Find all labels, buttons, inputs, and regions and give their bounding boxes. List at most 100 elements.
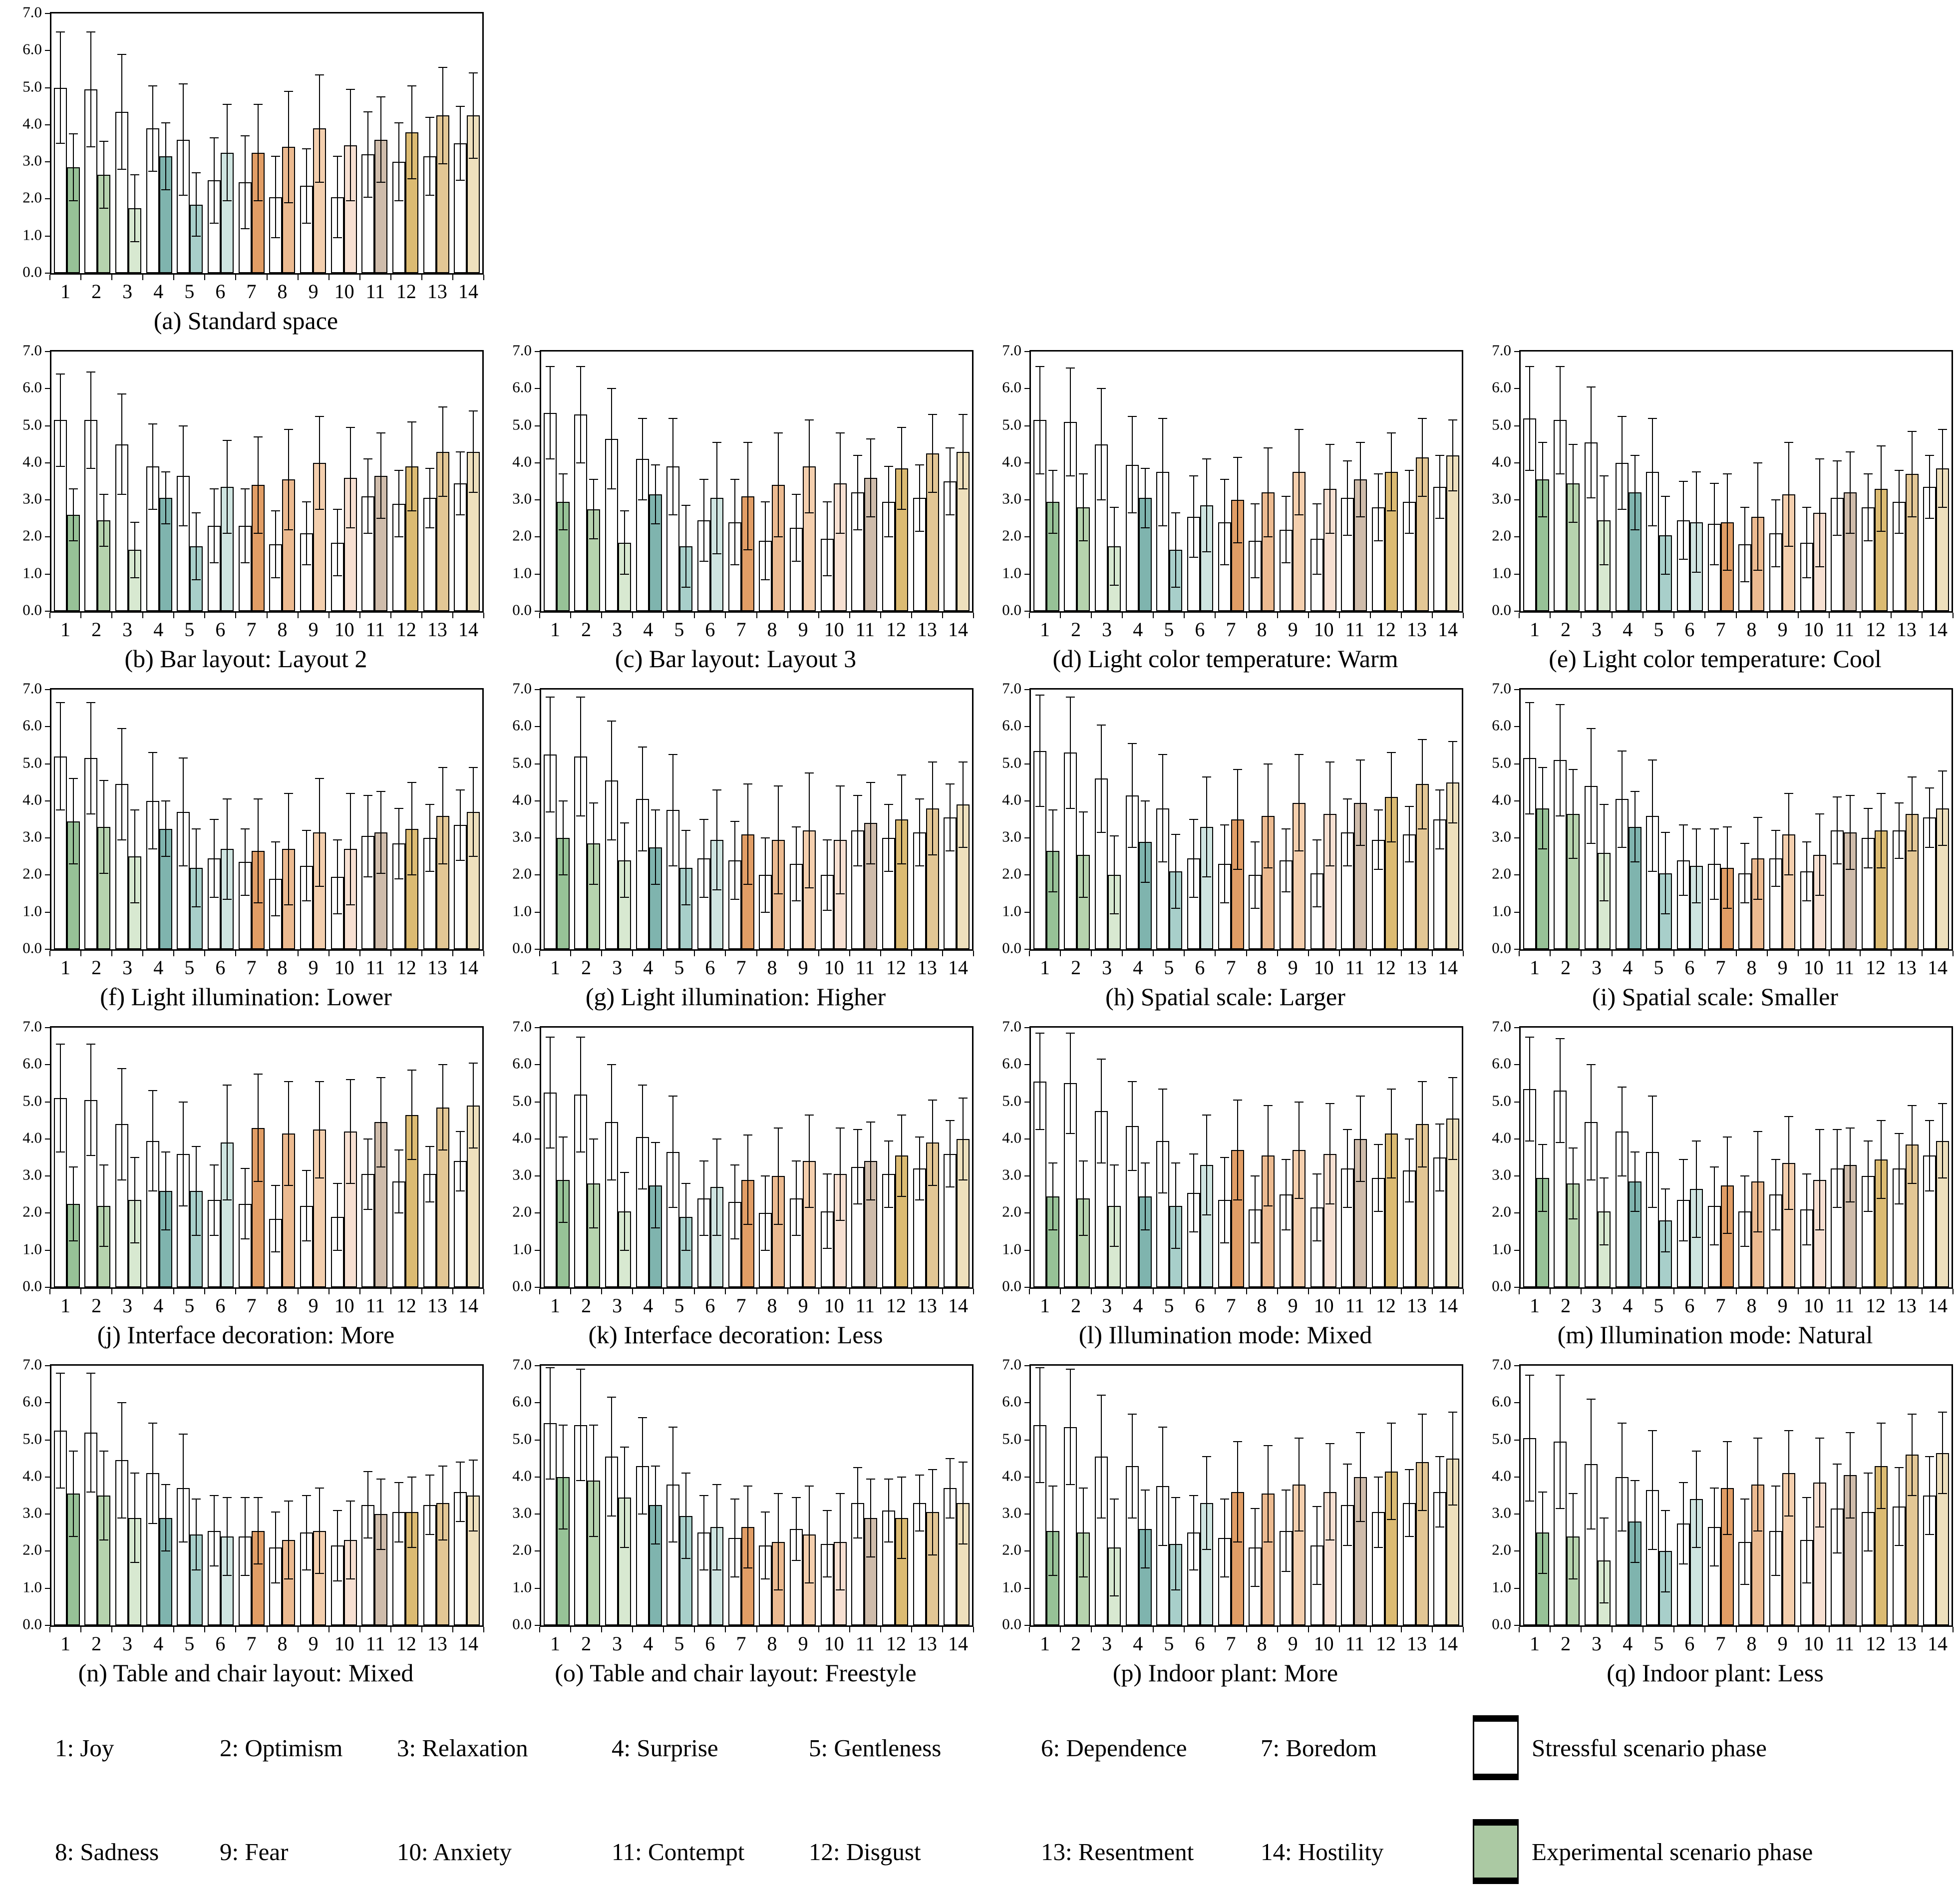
bar-group-14 [451, 1028, 482, 1287]
error-bar [349, 89, 351, 201]
y-axis-tick [45, 1587, 50, 1589]
y-axis-tick [535, 763, 540, 764]
x-axis-tick [1642, 1289, 1644, 1294]
x-axis-label: 3 [1102, 1294, 1112, 1317]
error-cap-bottom [1538, 1210, 1547, 1212]
error-cap-bottom [1784, 1515, 1793, 1517]
x-axis-tick [1735, 613, 1737, 618]
bar-experimental-10 [1813, 1028, 1826, 1287]
error-bar [165, 1151, 166, 1230]
error-cap-top [712, 1138, 722, 1140]
y-axis-tick [1024, 1027, 1029, 1028]
bar-group-4 [634, 1366, 664, 1625]
bar-stressful-11 [1341, 1366, 1354, 1625]
error-bar [1144, 1163, 1146, 1230]
error-cap-bottom [1233, 869, 1242, 870]
bar-stressful-5 [1156, 1028, 1170, 1287]
error-cap-bottom [1264, 867, 1273, 868]
error-bar [275, 1185, 277, 1252]
x-axis-ticks [49, 275, 484, 281]
y-axis-label: 6.0 [22, 378, 42, 396]
error-bar [919, 464, 920, 532]
bar-fill [97, 175, 111, 273]
error-cap-bottom [774, 536, 783, 538]
error-bar [103, 1451, 105, 1540]
error-cap-top [1925, 1120, 1935, 1121]
error-bar [1529, 366, 1530, 470]
bar-group-4 [634, 1028, 664, 1287]
x-axis-label: 11 [1345, 1632, 1364, 1655]
bar-experimental-1 [556, 1366, 570, 1625]
x-axis-tick [818, 1627, 819, 1632]
y-axis-tick [1514, 763, 1519, 764]
bar-experimental-8 [1751, 1028, 1765, 1287]
x-axis-label: 9 [798, 1294, 808, 1317]
x-axis-label: 13 [1896, 1294, 1917, 1317]
error-cap-top [1435, 1456, 1445, 1457]
x-axis-label: 12 [1865, 1632, 1886, 1655]
bar-group-3 [1582, 352, 1613, 611]
x-axis-tick [539, 1627, 540, 1632]
error-bar [306, 830, 307, 901]
error-cap-top [302, 830, 311, 831]
error-cap-top [1771, 830, 1780, 831]
bar-group-1 [1031, 1366, 1062, 1625]
error-bar [808, 773, 810, 888]
error-bar [1114, 507, 1115, 585]
error-cap-bottom [1722, 1534, 1732, 1535]
bar-stressful-12 [1861, 1028, 1875, 1287]
error-cap-bottom [743, 1223, 752, 1225]
y-axis-tick [535, 499, 540, 501]
error-cap-bottom [117, 494, 127, 495]
error-bar [747, 1486, 748, 1568]
y-axis: 0.0 1.0 2.0 3.0 4.0 5.0 6.0 7.0 [8, 681, 50, 956]
error-cap-bottom [1189, 1569, 1199, 1570]
error-bar [703, 819, 705, 897]
error-cap-top [1525, 702, 1534, 703]
error-cap-bottom [363, 1209, 373, 1210]
error-cap-bottom [161, 856, 170, 857]
error-bar [901, 427, 902, 509]
error-bar [870, 438, 872, 517]
y-axis-label: 1.0 [1002, 1240, 1021, 1258]
bar-group-10 [1308, 690, 1339, 949]
y-axis-label: 4.0 [512, 1129, 532, 1146]
error-bar [196, 1499, 197, 1570]
error-cap-top [699, 1495, 709, 1496]
bar-stressful-2 [574, 690, 588, 949]
bar-stressful-4 [636, 690, 649, 949]
error-cap-top [210, 1164, 219, 1165]
error-cap-bottom [1722, 570, 1732, 571]
y-axis-tick [1024, 1476, 1029, 1478]
bar-group-10 [818, 690, 849, 949]
x-axis-label: 6 [1684, 956, 1695, 979]
bar-stressful-1 [1033, 690, 1046, 949]
bar-experimental-14 [957, 1028, 970, 1287]
error-cap-bottom [1097, 1162, 1106, 1164]
error-bar [90, 703, 92, 814]
error-cap-bottom [302, 564, 311, 566]
x-axis-labels: 1 2 3 4 5 6 7 8 9 10 11 12 13 14 [50, 1295, 484, 1316]
x-axis-label: 2 [1071, 618, 1081, 641]
error-bar [703, 479, 705, 561]
error-cap-bottom [1373, 540, 1383, 541]
chart-caption: (n) Table and chair layout: Mixed [78, 1659, 414, 1687]
bar-stressful-4 [146, 1366, 159, 1625]
x-axis-tick [390, 1289, 391, 1294]
bar-experimental-8 [282, 13, 296, 273]
error-bar [1683, 1483, 1684, 1564]
bar-stressful-4 [1615, 1366, 1629, 1625]
x-axis-tick [1612, 1289, 1613, 1294]
error-bar [244, 1497, 246, 1575]
bar-experimental-6 [221, 352, 234, 611]
error-cap-bottom [835, 533, 845, 534]
error-cap-bottom [1386, 1519, 1396, 1521]
error-cap-top [558, 1424, 568, 1426]
error-bar [1788, 1431, 1789, 1516]
error-bar [1621, 416, 1623, 509]
plot-area [1514, 688, 1953, 951]
error-cap-top [1709, 482, 1719, 484]
bar-stressful-4 [636, 352, 649, 611]
bar-stressful-12 [882, 690, 895, 949]
bar-group-1 [51, 352, 82, 611]
